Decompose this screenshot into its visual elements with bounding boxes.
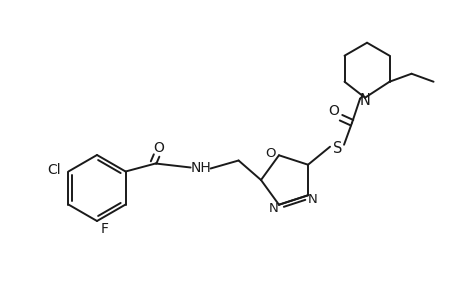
Text: O: O bbox=[265, 147, 275, 160]
Text: S: S bbox=[333, 141, 342, 156]
Text: Cl: Cl bbox=[47, 163, 61, 176]
Text: O: O bbox=[328, 104, 339, 118]
Text: N: N bbox=[269, 202, 278, 215]
Text: F: F bbox=[101, 222, 109, 236]
Text: N: N bbox=[359, 93, 369, 108]
Text: NH: NH bbox=[190, 161, 211, 176]
Text: O: O bbox=[153, 140, 164, 154]
Text: N: N bbox=[308, 193, 317, 206]
